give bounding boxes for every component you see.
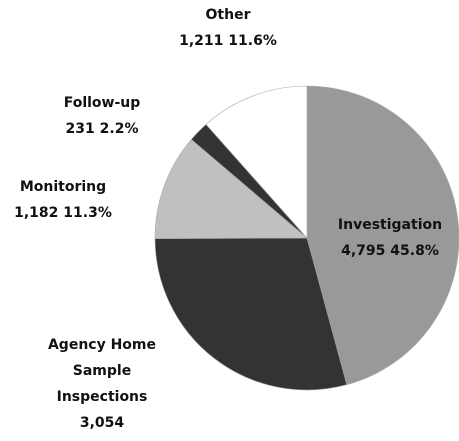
- count-label: 1,182: [14, 205, 59, 221]
- percent-label: 11.6%: [228, 33, 277, 49]
- pie-slice: [154, 237, 348, 391]
- pie-slice: [205, 85, 308, 239]
- slice-label: Follow-up 231 2.2%: [64, 90, 141, 142]
- percent-label: 11.3%: [63, 205, 112, 221]
- category-label: Monitoring: [19, 179, 107, 195]
- percent-label: 2.2%: [99, 121, 139, 137]
- count-label: 1,211: [179, 33, 224, 49]
- slice-label: Monitoring 1,182 11.3%: [14, 174, 112, 226]
- count-label: 231: [65, 121, 95, 137]
- percent-label: 45.8%: [390, 243, 439, 259]
- count-label: 3,054: [79, 415, 125, 431]
- pie-slice: [306, 85, 459, 386]
- category-label: Agency Home Sample Inspections: [47, 337, 157, 405]
- slice-label: Investigation 4,795 45.8%: [338, 212, 442, 264]
- slice-label: Other 1,211 11.6%: [179, 2, 277, 54]
- count-label: 4,795: [341, 243, 386, 259]
- category-label: Investigation: [337, 217, 443, 233]
- category-label: Follow-up: [63, 95, 141, 111]
- pie-slice: [154, 138, 308, 239]
- category-label: Other: [205, 7, 251, 23]
